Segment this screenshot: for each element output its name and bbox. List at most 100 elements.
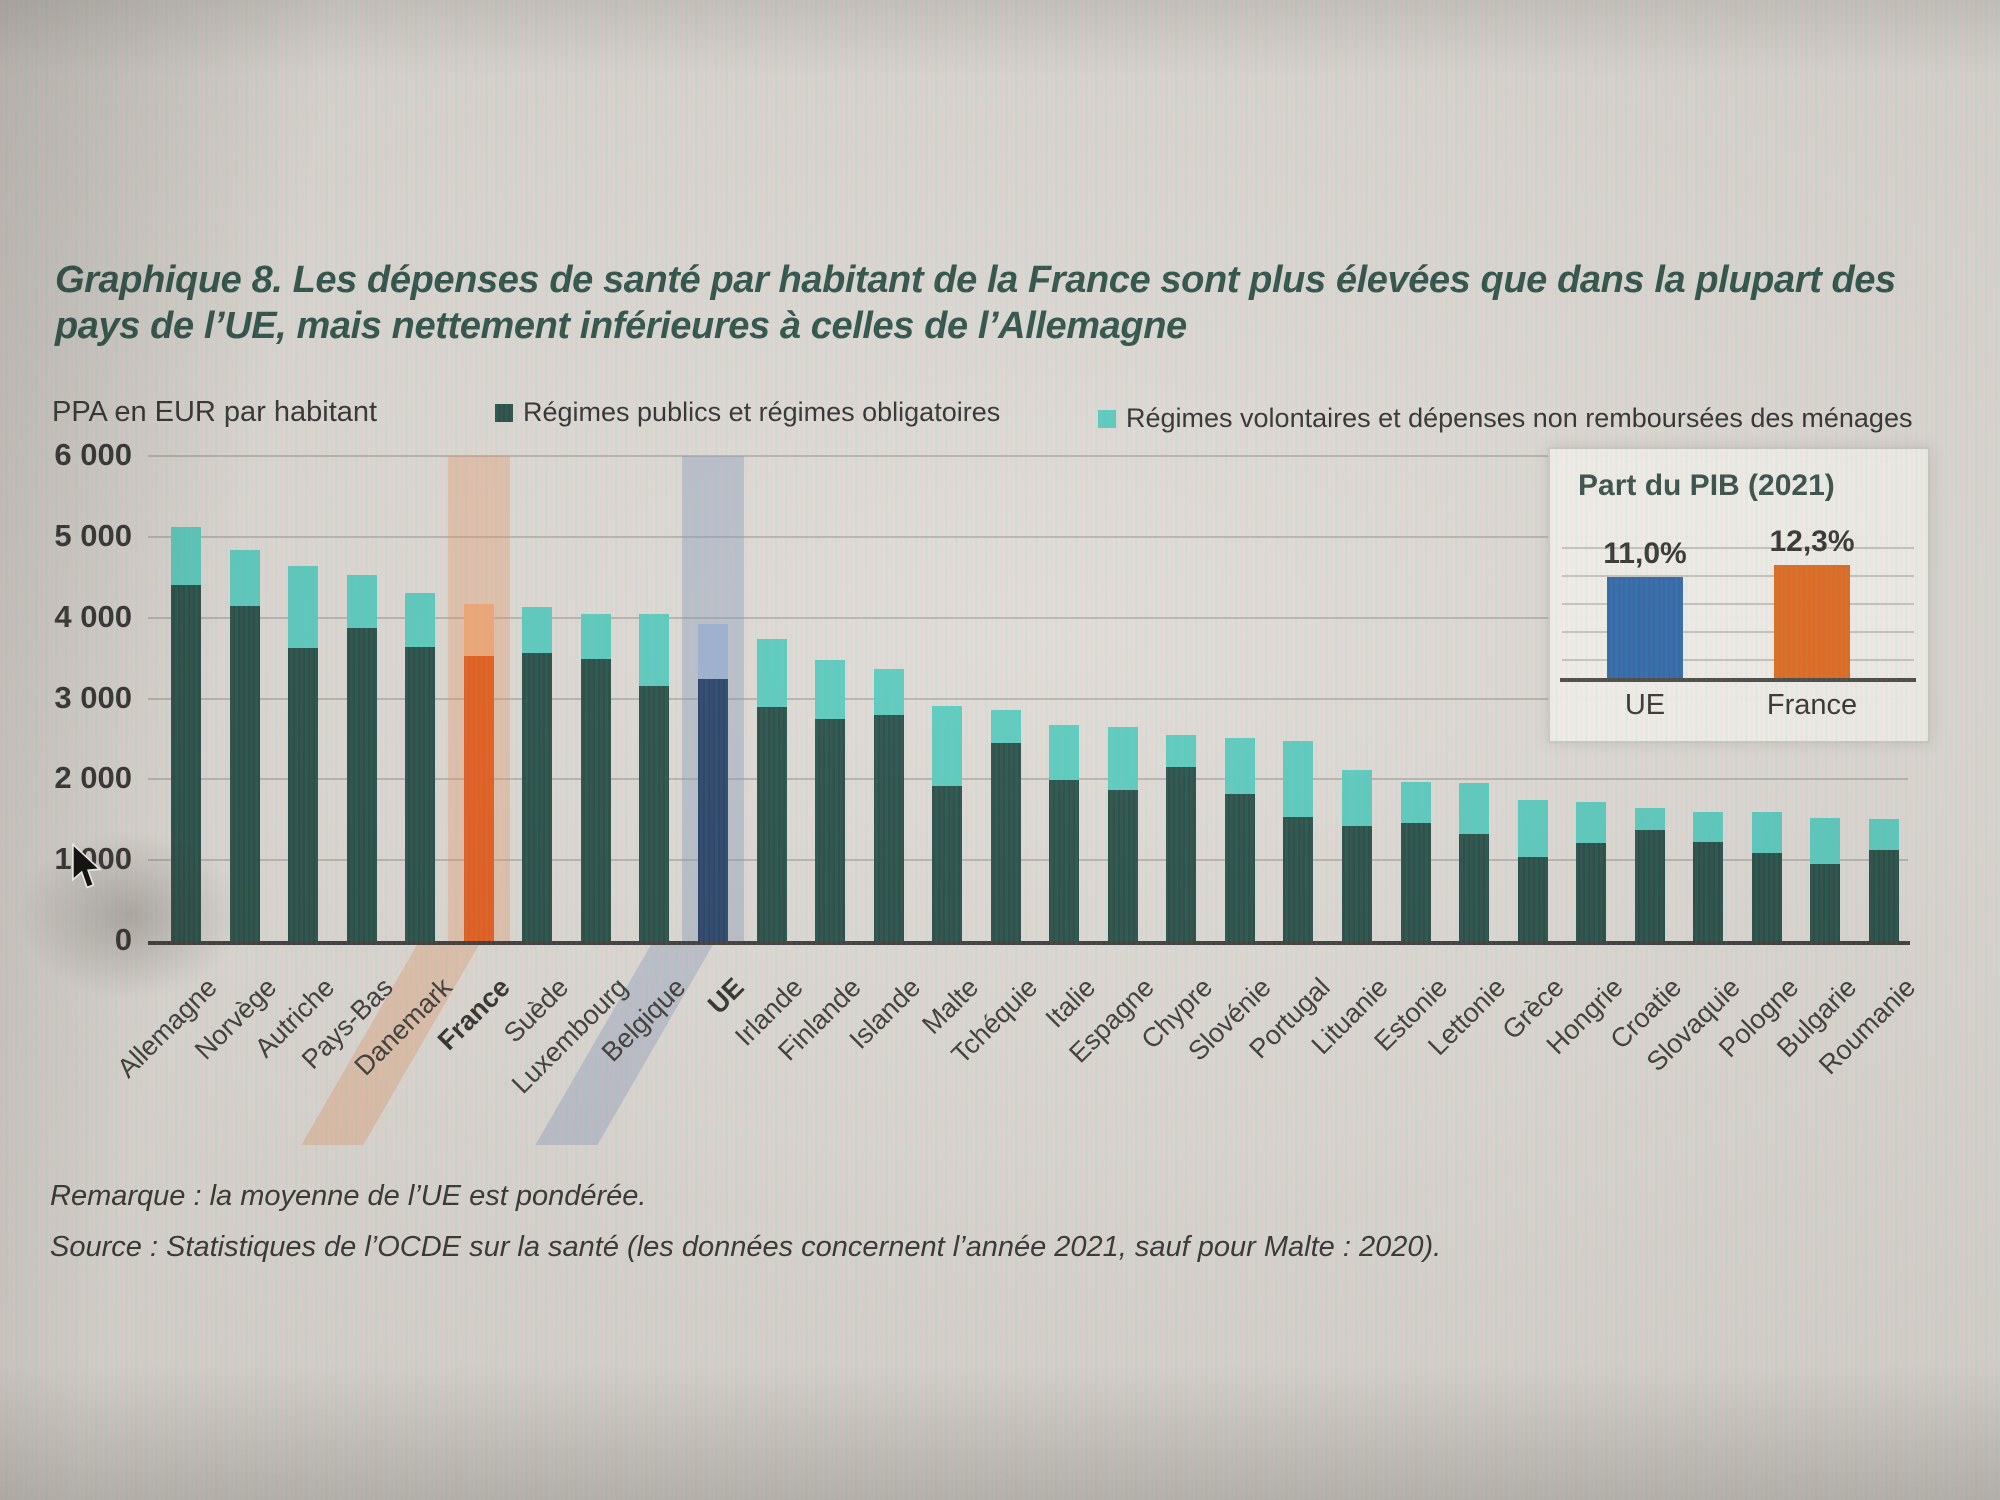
bar-public-segment (873, 714, 904, 941)
bar-voluntary-segment (522, 607, 553, 654)
bar-voluntary-segment (639, 613, 670, 687)
bar-voluntary-segment (873, 669, 904, 715)
bar-public-segment (580, 658, 611, 941)
inset-gridline (1562, 603, 1914, 605)
bar-voluntary-segment (932, 705, 963, 786)
inset-gridline (1562, 575, 1914, 577)
bar-voluntary-segment (1459, 783, 1490, 835)
inset-category-label: France (1766, 689, 1858, 721)
legend-swatch-public (495, 403, 513, 422)
inset-bar-ue (1607, 576, 1683, 678)
bar-public-segment (1342, 826, 1372, 941)
inset-title: Part du PIB (2021) (1578, 469, 1835, 502)
gridline (148, 778, 1908, 781)
bar-public-segment (1634, 830, 1665, 941)
bar-public-segment (1283, 817, 1314, 941)
bar-public-segment (697, 679, 728, 941)
bar-voluntary-segment (1400, 781, 1431, 823)
legend-swatch-voluntary (1098, 409, 1116, 428)
bar-voluntary-segment (1283, 740, 1314, 818)
bar-voluntary-segment (1342, 770, 1372, 827)
bar-public-segment (288, 647, 319, 941)
legend-label-voluntary: Régimes volontaires et dépenses non remb… (1126, 403, 1913, 433)
inset-category-label: UE (1624, 689, 1666, 721)
bar-public-segment (1693, 841, 1724, 941)
chart-title: Graphique 8. Les dépenses de santé par h… (55, 259, 1896, 347)
bar-voluntary-segment (1751, 812, 1782, 853)
inset-pib-chart: Part du PIB (2021) 11,0% UE 12,3% France (1548, 447, 1930, 743)
inset-bar-france (1774, 564, 1850, 678)
bar-voluntary-segment (229, 549, 260, 606)
bar-voluntary-segment (463, 603, 494, 657)
bar-voluntary-segment (346, 574, 377, 629)
gridline (148, 535, 1908, 538)
legend-item-voluntary: Régimes volontaires et dépenses non remb… (1098, 403, 1912, 434)
bar-public-segment (815, 718, 846, 941)
inset-gridline (1562, 547, 1914, 549)
y-axis-tick-label: 2 000 (54, 760, 132, 796)
legend-item-public: Régimes publics et régimes obligatoires (495, 397, 1000, 428)
y-axis-tick-label: 0 (114, 922, 132, 957)
bar-public-segment (1400, 822, 1431, 941)
bar-public-segment (346, 628, 377, 941)
bar-voluntary-segment (1693, 811, 1724, 842)
x-axis-line (148, 941, 1910, 945)
bar-voluntary-segment (1049, 725, 1080, 781)
bar-public-segment (1868, 850, 1899, 941)
source-note: Source : Statistiques de l’OCDE sur la s… (50, 1231, 1442, 1263)
bar-public-segment (171, 584, 201, 941)
inset-value-label: 12,3% (1769, 524, 1855, 558)
bar-public-segment (639, 686, 670, 941)
bar-voluntary-segment (171, 527, 201, 585)
bar-public-segment (1107, 789, 1138, 941)
y-axis-tick-label: 4 000 (54, 598, 132, 634)
inset-gridline (1562, 659, 1914, 661)
y-axis-unit-label: PPA en EUR par habitant (52, 396, 378, 428)
bar-public-segment (1810, 864, 1841, 941)
remark-note: Remarque : la moyenne de l’UE est pondér… (50, 1180, 647, 1212)
bar-voluntary-segment (697, 624, 728, 680)
gridline (148, 859, 1908, 862)
bar-voluntary-segment (1107, 726, 1138, 790)
bar-voluntary-segment (405, 592, 436, 647)
bar-voluntary-segment (990, 709, 1021, 743)
bar-public-segment (990, 742, 1021, 941)
x-axis-label: UE (702, 972, 751, 1020)
bar-public-segment (229, 605, 260, 941)
mouse-cursor-icon (70, 842, 104, 896)
bar-public-segment (1517, 856, 1548, 941)
gridline (148, 697, 1908, 700)
bar-voluntary-segment (1810, 818, 1841, 865)
bar-voluntary-segment (1634, 808, 1665, 831)
legend-label-public: Régimes publics et régimes obligatoires (523, 397, 1001, 427)
y-axis-tick-label: 5 000 (54, 517, 132, 553)
bar-public-segment (405, 646, 436, 941)
bar-public-segment (932, 785, 963, 941)
y-axis-tick-label: 3 000 (54, 679, 132, 715)
bar-voluntary-segment (288, 565, 319, 648)
bar-public-segment (522, 653, 553, 941)
bar-public-segment (1459, 834, 1490, 941)
bar-voluntary-segment (1224, 738, 1255, 794)
bar-voluntary-segment (1576, 801, 1607, 844)
bar-voluntary-segment (756, 638, 787, 708)
bar-public-segment (1224, 793, 1255, 941)
bar-voluntary-segment (1868, 818, 1899, 851)
inset-axis-line (1560, 678, 1916, 682)
bar-public-segment (1576, 843, 1607, 941)
bar-voluntary-segment (1166, 734, 1197, 768)
gridline (148, 616, 1908, 619)
inset-value-label: 11,0% (1603, 536, 1687, 570)
bar-voluntary-segment (1517, 800, 1548, 857)
bar-public-segment (463, 656, 494, 941)
bar-voluntary-segment (580, 613, 611, 659)
bar-public-segment (1166, 767, 1197, 941)
bar-public-segment (1751, 852, 1782, 941)
bar-public-segment (1049, 780, 1080, 941)
gridline (148, 455, 1908, 457)
bar-voluntary-segment (815, 659, 846, 719)
inset-gridline (1562, 631, 1914, 633)
bar-public-segment (756, 707, 787, 941)
y-axis-tick-label: 6 000 (54, 437, 132, 472)
